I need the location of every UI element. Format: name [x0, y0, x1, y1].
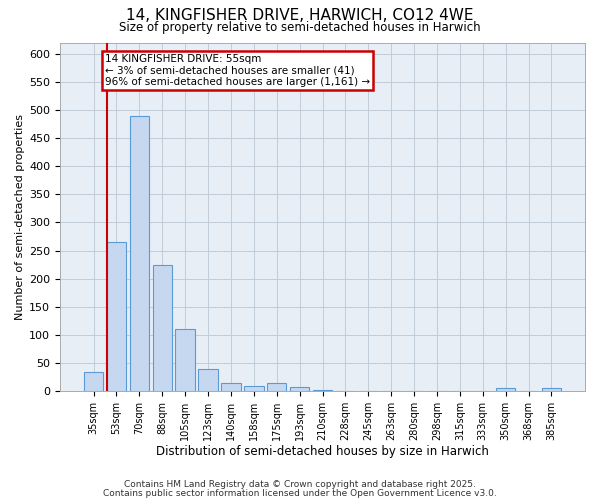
Bar — [427, 390, 446, 391]
Text: Contains HM Land Registry data © Crown copyright and database right 2025.: Contains HM Land Registry data © Crown c… — [124, 480, 476, 489]
Bar — [335, 390, 355, 391]
Bar — [199, 368, 218, 391]
Bar — [359, 390, 378, 391]
Bar — [107, 242, 126, 391]
Bar — [175, 330, 195, 391]
Text: 14, KINGFISHER DRIVE, HARWICH, CO12 4WE: 14, KINGFISHER DRIVE, HARWICH, CO12 4WE — [126, 8, 474, 22]
Bar — [313, 390, 332, 391]
Bar — [152, 264, 172, 391]
Bar — [404, 390, 424, 391]
Text: 14 KINGFISHER DRIVE: 55sqm
← 3% of semi-detached houses are smaller (41)
96% of : 14 KINGFISHER DRIVE: 55sqm ← 3% of semi-… — [105, 54, 370, 87]
Bar — [290, 388, 310, 391]
Text: Size of property relative to semi-detached houses in Harwich: Size of property relative to semi-detach… — [119, 21, 481, 34]
Bar — [130, 116, 149, 391]
Y-axis label: Number of semi-detached properties: Number of semi-detached properties — [15, 114, 25, 320]
Bar — [84, 372, 103, 391]
Bar — [267, 383, 286, 391]
X-axis label: Distribution of semi-detached houses by size in Harwich: Distribution of semi-detached houses by … — [156, 444, 489, 458]
Bar — [382, 390, 401, 391]
Bar — [221, 383, 241, 391]
Bar — [244, 386, 263, 391]
Bar — [496, 388, 515, 391]
Text: Contains public sector information licensed under the Open Government Licence v3: Contains public sector information licen… — [103, 488, 497, 498]
Bar — [542, 388, 561, 391]
